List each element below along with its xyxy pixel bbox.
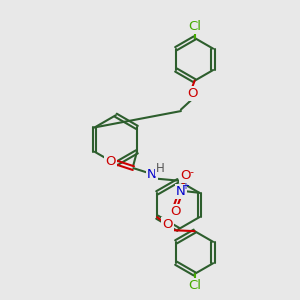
Text: H: H — [156, 162, 164, 175]
Text: Cl: Cl — [188, 279, 201, 292]
Text: O: O — [170, 205, 181, 218]
Text: N: N — [147, 168, 157, 181]
Text: -: - — [189, 167, 193, 177]
Text: O: O — [105, 155, 116, 168]
Text: N: N — [176, 185, 186, 198]
Text: O: O — [162, 218, 173, 231]
Text: O: O — [180, 169, 190, 182]
Text: Cl: Cl — [188, 20, 201, 33]
Text: O: O — [187, 87, 197, 100]
Text: +: + — [182, 181, 189, 191]
